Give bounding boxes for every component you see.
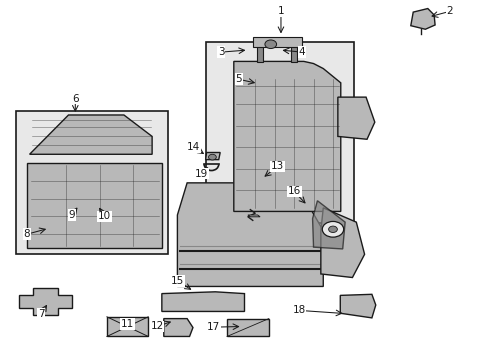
Text: 13: 13 — [270, 161, 284, 171]
Polygon shape — [233, 62, 340, 211]
Text: 12: 12 — [150, 321, 163, 332]
Text: 15: 15 — [170, 276, 183, 286]
Text: 6: 6 — [72, 94, 79, 104]
Bar — [253, 37, 301, 47]
Polygon shape — [107, 317, 148, 337]
Polygon shape — [226, 319, 268, 337]
Text: 2: 2 — [446, 6, 452, 17]
Circle shape — [208, 154, 216, 160]
Text: 5: 5 — [235, 74, 242, 84]
Polygon shape — [27, 163, 162, 248]
Text: 8: 8 — [23, 229, 30, 239]
Text: 17: 17 — [206, 322, 220, 332]
Polygon shape — [163, 319, 193, 337]
Bar — [205, 42, 353, 223]
Text: 9: 9 — [68, 210, 75, 220]
Polygon shape — [177, 183, 323, 287]
Text: 10: 10 — [98, 211, 111, 221]
Circle shape — [264, 40, 276, 49]
Bar — [256, 44, 263, 62]
Polygon shape — [312, 201, 345, 249]
Text: 11: 11 — [121, 319, 134, 329]
Circle shape — [328, 226, 337, 233]
Bar — [290, 44, 297, 62]
Polygon shape — [320, 208, 364, 278]
Polygon shape — [247, 215, 260, 217]
Circle shape — [322, 221, 343, 237]
Polygon shape — [205, 153, 220, 159]
Polygon shape — [340, 294, 375, 318]
Polygon shape — [162, 292, 244, 311]
Text: 18: 18 — [292, 305, 305, 315]
Polygon shape — [337, 97, 374, 139]
Text: 3: 3 — [217, 47, 224, 57]
Text: 4: 4 — [298, 47, 305, 57]
Polygon shape — [30, 115, 152, 154]
Text: 1: 1 — [277, 6, 284, 17]
Text: 14: 14 — [187, 142, 200, 152]
Polygon shape — [19, 288, 72, 315]
Text: 7: 7 — [38, 309, 44, 319]
Text: 16: 16 — [287, 186, 300, 197]
Text: 19: 19 — [195, 168, 208, 179]
Bar — [16, 111, 167, 254]
Polygon shape — [410, 9, 434, 29]
